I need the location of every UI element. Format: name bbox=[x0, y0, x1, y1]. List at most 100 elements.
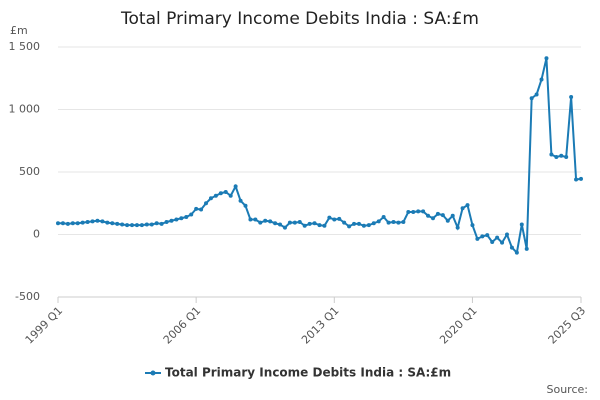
data-point bbox=[559, 153, 564, 158]
data-point bbox=[273, 221, 278, 226]
data-point bbox=[406, 210, 411, 214]
data-point bbox=[401, 220, 406, 224]
data-point bbox=[416, 209, 421, 214]
data-point bbox=[435, 211, 440, 216]
data-point bbox=[430, 216, 435, 221]
data-point bbox=[440, 213, 445, 218]
data-point bbox=[322, 223, 327, 228]
y-tick-label: -500 bbox=[15, 290, 40, 303]
source: Source: bbox=[547, 383, 589, 396]
data-point bbox=[297, 220, 302, 224]
x-tick-label: 2006 Q1 bbox=[161, 304, 204, 347]
data-point bbox=[307, 221, 312, 226]
data-point bbox=[519, 222, 524, 227]
data-point bbox=[475, 236, 480, 241]
data-point bbox=[302, 223, 307, 228]
data-point bbox=[149, 222, 154, 227]
chart-title: Total Primary Income Debits India : SA:£… bbox=[120, 9, 479, 29]
y-tick-label: 1 000 bbox=[9, 103, 41, 116]
data-point bbox=[159, 221, 164, 226]
data-point bbox=[569, 95, 574, 99]
data-point bbox=[85, 220, 90, 224]
data-point bbox=[426, 213, 431, 218]
data-point bbox=[65, 221, 70, 226]
data-point bbox=[223, 190, 228, 194]
data-point bbox=[376, 219, 381, 224]
data-point bbox=[465, 203, 470, 208]
y-unit-label: £m bbox=[10, 24, 28, 37]
data-point bbox=[218, 191, 223, 196]
data-point bbox=[56, 221, 60, 226]
y-tick-label: 0 bbox=[33, 228, 40, 241]
data-point bbox=[445, 218, 450, 223]
data-point bbox=[169, 218, 174, 223]
data-point bbox=[120, 222, 125, 227]
data-point bbox=[495, 235, 500, 240]
data-point bbox=[60, 221, 65, 226]
data-point bbox=[110, 221, 115, 226]
data-point bbox=[342, 220, 347, 225]
data-point bbox=[460, 206, 465, 211]
data-point bbox=[312, 221, 317, 226]
data-point bbox=[332, 217, 337, 222]
data-point bbox=[278, 222, 283, 227]
data-point bbox=[228, 193, 233, 198]
data-point bbox=[174, 217, 179, 222]
data-point bbox=[268, 219, 273, 224]
data-point bbox=[524, 246, 529, 251]
x-tick-label: 1999 Q1 bbox=[23, 304, 66, 347]
data-point bbox=[100, 219, 105, 224]
data-point bbox=[125, 223, 130, 228]
data-point bbox=[470, 223, 475, 228]
data-point bbox=[529, 96, 534, 101]
data-point bbox=[179, 216, 184, 221]
data-point bbox=[75, 221, 80, 226]
data-point bbox=[544, 56, 549, 61]
data-point bbox=[371, 221, 376, 226]
data-point bbox=[184, 215, 189, 219]
data-point bbox=[258, 220, 263, 225]
data-point bbox=[485, 233, 490, 238]
data-point bbox=[144, 222, 149, 227]
data-point bbox=[356, 221, 361, 226]
data-point bbox=[292, 220, 297, 225]
data-point bbox=[455, 225, 460, 230]
data-point bbox=[105, 220, 110, 225]
x-tick-label: 2013 Q1 bbox=[299, 304, 342, 347]
data-point bbox=[204, 201, 209, 206]
data-point bbox=[574, 177, 579, 182]
data-point bbox=[366, 223, 371, 228]
data-point bbox=[514, 250, 519, 255]
data-point bbox=[233, 184, 238, 189]
y-tick-label: 500 bbox=[19, 165, 40, 178]
data-point bbox=[70, 221, 75, 226]
data-point bbox=[347, 224, 352, 229]
data-point bbox=[208, 196, 213, 201]
data-point bbox=[352, 221, 357, 226]
data-point bbox=[386, 220, 391, 225]
data-point bbox=[396, 220, 401, 225]
data-point bbox=[490, 240, 495, 244]
data-point bbox=[450, 213, 455, 218]
data-point bbox=[500, 240, 505, 245]
data-point bbox=[248, 217, 253, 222]
data-point bbox=[534, 92, 539, 97]
data-point bbox=[287, 220, 292, 225]
data-point bbox=[263, 218, 268, 223]
data-point bbox=[361, 223, 366, 228]
data-point bbox=[199, 207, 204, 212]
legend-marker bbox=[150, 370, 156, 376]
data-point bbox=[421, 209, 426, 214]
x-tick-label: 2020 Q1 bbox=[437, 304, 480, 347]
data-point bbox=[564, 155, 569, 159]
data-point bbox=[164, 220, 169, 224]
data-point bbox=[509, 245, 514, 250]
data-point bbox=[243, 203, 248, 208]
data-point bbox=[80, 220, 85, 225]
data-point bbox=[90, 219, 95, 224]
data-point bbox=[115, 221, 120, 226]
data-point bbox=[238, 198, 243, 203]
data-point bbox=[549, 152, 554, 157]
